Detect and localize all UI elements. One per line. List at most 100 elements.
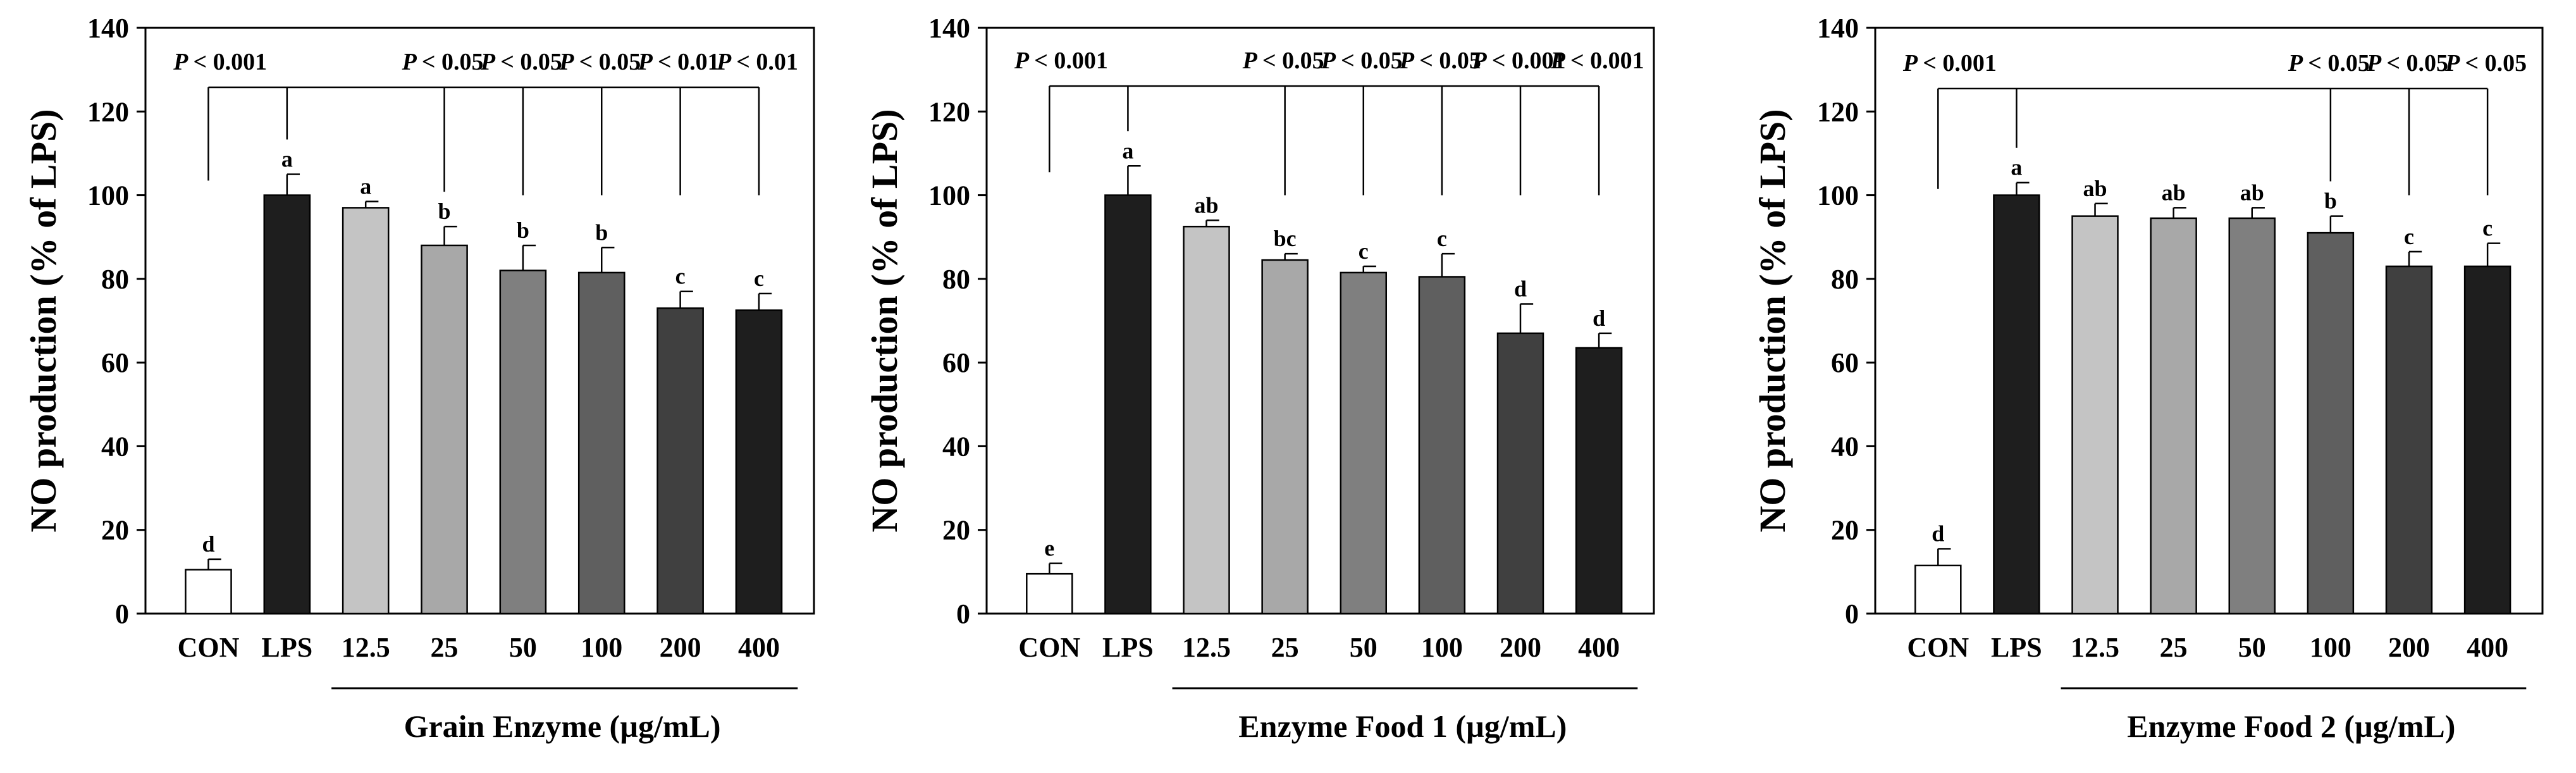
category-label: 400	[1578, 632, 1620, 663]
x-axis-label: Enzyme Food 2 (µg/mL)	[2127, 708, 2455, 744]
category-label: 400	[2467, 632, 2508, 663]
significance-letter: d	[202, 531, 214, 557]
category-label: CON	[1018, 632, 1080, 663]
y-tick-label: 120	[1817, 96, 1859, 127]
significance-letter: ab	[2083, 176, 2107, 201]
category-label: 50	[1350, 632, 1377, 663]
y-tick-label: 40	[101, 431, 129, 462]
y-tick-label: 20	[101, 515, 129, 546]
y-tick-label: 120	[928, 96, 970, 127]
category-label: 50	[2238, 632, 2266, 663]
y-tick-label: 60	[101, 347, 129, 378]
p-value-label: P < 0.05	[480, 49, 562, 75]
p-value-label: P < 0.05	[1321, 47, 1403, 74]
p-value-label: P < 0.05	[2444, 50, 2527, 77]
bar	[1993, 194, 2040, 615]
category-label: 12.5	[1182, 632, 1231, 663]
bar	[577, 271, 626, 615]
significance-letter: ab	[1195, 192, 1219, 218]
plot-frame	[985, 27, 1655, 615]
y-tick-label: 60	[942, 347, 970, 378]
significance-letter: d	[1593, 306, 1605, 331]
category-label: 12.5	[342, 632, 390, 663]
significance-letter: d	[1514, 276, 1527, 302]
y-tick-label: 100	[928, 180, 970, 211]
y-axis-label: NO production (% of LPS)	[23, 109, 64, 532]
p-value-label: P < 0.05	[2288, 50, 2370, 77]
category-label: 100	[1421, 632, 1463, 663]
p-value-label: P < 0.001	[1902, 50, 1997, 77]
significance-letter: d	[1932, 521, 1944, 546]
bar	[185, 569, 232, 615]
significance-letter: c	[2482, 216, 2493, 241]
p-value-label: P < 0.01	[716, 49, 798, 75]
bar	[2071, 215, 2119, 615]
p-value-label: P < 0.001	[173, 49, 267, 75]
bar	[1026, 572, 1073, 615]
y-tick-label: 0	[956, 598, 970, 629]
p-value-label: P < 0.05	[2366, 50, 2448, 77]
significance-letter: a	[2011, 155, 2022, 180]
y-tick-label: 20	[1831, 515, 1859, 546]
bar	[421, 244, 468, 615]
significance-letter: b	[438, 199, 451, 224]
significance-letter: c	[1437, 226, 1447, 251]
significance-letter: b	[2324, 189, 2337, 214]
bar	[1340, 271, 1388, 615]
bar	[1914, 564, 1962, 615]
significance-letter: b	[595, 220, 608, 245]
category-label: 400	[738, 632, 780, 663]
y-tick-label: 140	[1817, 13, 1859, 44]
p-value-label: P < 0.05	[1242, 47, 1324, 74]
y-tick-label: 40	[1831, 431, 1859, 462]
y-axis-label: NO production (% of LPS)	[864, 109, 905, 532]
y-tick-label: 60	[1831, 347, 1859, 378]
y-tick-label: 140	[87, 13, 129, 44]
p-value-label: P < 0.05	[402, 49, 484, 75]
plot-frame	[144, 27, 815, 615]
bar	[263, 194, 311, 615]
y-tick-label: 140	[928, 13, 970, 44]
category-label: CON	[1907, 632, 1969, 663]
y-tick-label: 100	[87, 180, 129, 211]
significance-letter: a	[1122, 138, 1133, 163]
significance-letter: c	[1359, 238, 1369, 264]
bar	[2307, 232, 2355, 615]
category-label: 200	[1500, 632, 1541, 663]
category-label: 200	[660, 632, 701, 663]
significance-letter: bc	[1274, 226, 1297, 251]
plot-frame	[1874, 27, 2544, 615]
p-value-label: P < 0.001	[1472, 47, 1566, 74]
category-label: 100	[581, 632, 622, 663]
y-tick-label: 120	[87, 96, 129, 127]
significance-letter: e	[1044, 536, 1054, 561]
bar	[1575, 347, 1623, 615]
y-tick-label: 40	[942, 431, 970, 462]
significance-letter: c	[675, 264, 686, 289]
p-value-label: P < 0.01	[638, 49, 720, 75]
category-label: LPS	[1102, 632, 1154, 663]
p-value-label: P < 0.05	[558, 49, 641, 75]
x-axis-label: Enzyme Food 1 (µg/mL)	[1238, 708, 1567, 744]
bar	[342, 207, 390, 615]
bar	[2385, 265, 2433, 615]
y-tick-label: 80	[101, 264, 129, 295]
bar	[2150, 217, 2197, 615]
category-label: CON	[178, 632, 240, 663]
category-label: 12.5	[2071, 632, 2119, 663]
bar	[1261, 259, 1309, 615]
significance-letter: a	[360, 173, 371, 199]
category-label: 200	[2388, 632, 2430, 663]
bar	[735, 309, 783, 615]
y-tick-label: 100	[1817, 180, 1859, 211]
y-tick-label: 80	[942, 264, 970, 295]
significance-letter: b	[517, 218, 529, 243]
significance-letter: c	[2404, 224, 2414, 249]
bar	[1496, 332, 1544, 615]
chart-panel-3: 0 20 40 60 80 100 120 140 NO production (% of LP…	[1752, 13, 2544, 744]
x-axis-label: Grain Enzyme (µg/mL)	[404, 708, 721, 744]
bar	[2228, 217, 2276, 615]
category-label: 25	[1271, 632, 1299, 663]
p-value-label: P < 0.001	[1014, 47, 1108, 74]
